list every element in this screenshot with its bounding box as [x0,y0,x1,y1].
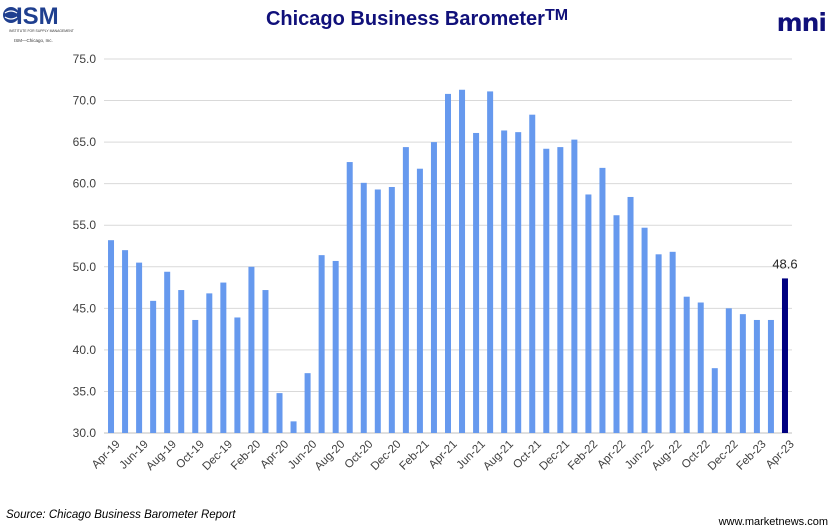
chart-title: Chicago Business BarometerTM [0,7,834,31]
y-tick-label: 55.0 [73,218,97,232]
bar-Oct-22 [697,302,704,433]
x-tick-label: Feb-21 [397,438,431,472]
bar-Aug-20 [332,260,339,433]
bar-Sep-19 [178,290,185,433]
x-tick-label: Feb-20 [229,438,263,472]
x-tick-label: Aug-22 [650,438,685,473]
bar-Jan-20 [234,317,241,433]
bar-Oct-19 [192,319,199,433]
bar-Dec-21 [557,147,564,433]
bar-Feb-23 [753,319,760,433]
bar-Nov-22 [711,368,718,433]
y-tick-label: 60.0 [73,177,97,191]
bar-Jun-21 [473,132,480,434]
y-tick-label: 45.0 [73,301,97,315]
bar-May-21 [459,89,466,434]
bar-Jan-22 [571,139,578,433]
bar-Jan-23 [739,314,746,433]
bar-Nov-21 [543,148,550,433]
x-tick-label: Aug-20 [313,438,348,473]
bar-Apr-20 [276,393,283,433]
bar-Feb-21 [416,168,423,433]
x-tick-label: Apr-21 [427,438,460,471]
x-tick-label: Apr-19 [90,438,123,471]
data-labels: 48.6 [772,256,797,271]
y-tick-label: 40.0 [73,343,97,357]
bar-Mar-23 [767,319,774,433]
bar-Mar-22 [599,167,606,433]
bar-Aug-19 [164,271,171,433]
bar-Jul-19 [150,300,157,433]
bar-Jun-22 [641,227,648,433]
y-tick-label: 30.0 [73,426,97,440]
bar-Jan-21 [402,147,409,433]
x-tick-label: Feb-23 [734,438,768,472]
bar-Mar-20 [262,290,269,433]
x-tick-label: Dec-20 [369,438,404,473]
y-tick-label: 75.0 [73,52,97,66]
bar-Sep-21 [515,132,522,434]
website-url: www.marketnews.com [718,516,828,528]
bar-Apr-22 [613,215,620,433]
source-note: Source: Chicago Business Barometer Repor… [6,509,236,521]
x-tick-label: Apr-23 [764,438,797,471]
bar-Dec-19 [220,282,227,433]
bar-Jul-21 [487,91,494,433]
x-tick-label: Feb-22 [566,438,600,472]
x-tick-label: Apr-20 [258,438,291,471]
bar-Apr-23 [781,278,788,433]
y-tick-label: 50.0 [73,260,97,274]
bar-Jun-20 [304,373,311,433]
bar-Dec-22 [725,308,732,433]
bar-Oct-21 [529,114,536,433]
bar-May-22 [627,196,634,433]
bar-Apr-19 [108,240,115,433]
globe-icon [3,7,18,23]
y-tick-label: 70.0 [73,94,97,108]
bars [108,89,788,434]
bar-Nov-20 [374,189,381,433]
bar-Feb-20 [248,266,255,433]
x-tick-label: Aug-19 [144,438,179,473]
data-label: 48.6 [772,256,797,271]
ism-logo-subtext: INSTITUTE FOR SUPPLY MANAGEMENT [9,29,74,33]
chart-title-text: Chicago Business Barometer [265,8,545,30]
bar-Oct-20 [360,182,367,433]
x-tick-label: Dec-21 [537,438,572,473]
x-tick-label: Apr-22 [595,438,628,471]
bar-Feb-22 [585,194,592,433]
y-tick-label: 35.0 [73,384,97,398]
bar-Sep-20 [346,162,353,433]
bar-May-20 [290,421,297,433]
bar-Apr-21 [445,93,451,433]
x-axis-ticks: Apr-19Jun-19Aug-19Oct-19Dec-19Feb-20Apr-… [90,438,797,473]
bar-May-19 [122,250,129,433]
x-tick-label: Dec-22 [706,438,741,473]
ism-logo-org: ISM—Chicago, Inc. [14,38,53,43]
x-tick-label: Aug-21 [481,438,516,473]
y-axis-ticks: 30.0 35.0 40.0 45.0 50.0 55.0 60.0 65.0 70.0 75.0 [73,52,97,440]
bar-Jul-22 [655,254,662,433]
bar-Jun-19 [136,262,143,433]
bar-Sep-22 [683,296,690,433]
chart-title-trademark: TM [544,7,569,24]
bar-Aug-22 [669,251,676,433]
ism-logo-text: ISM [16,3,59,30]
bar-Jul-20 [318,255,325,433]
y-tick-label: 65.0 [73,135,97,149]
bar-Dec-20 [388,186,395,433]
bar-Nov-19 [206,293,213,433]
bar-Mar-21 [430,142,437,433]
ism-logo: ISM INSTITUTE FOR SUPPLY MANAGEMENT ISM—… [2,2,74,46]
mni-logo: mni [776,8,827,37]
x-tick-label: Dec-19 [200,438,235,473]
bar-Aug-21 [501,130,508,433]
